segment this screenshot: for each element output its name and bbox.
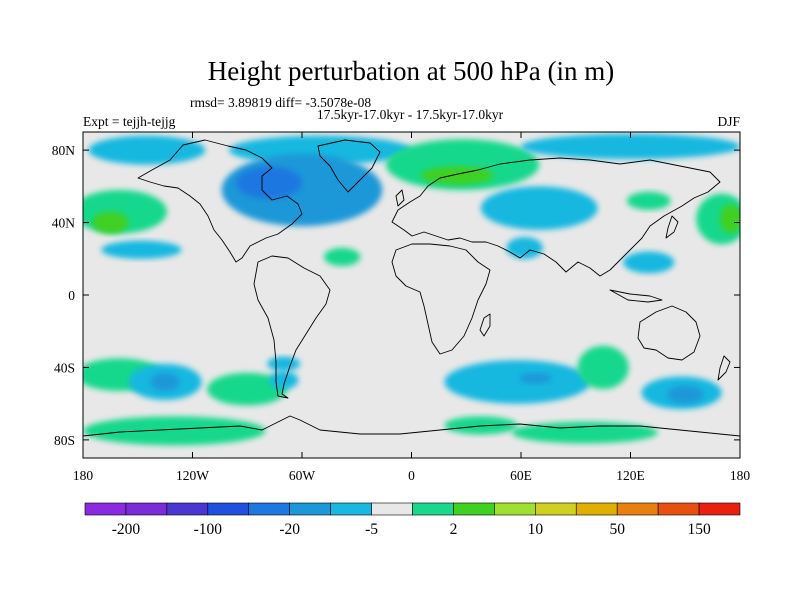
colorbar-label-1: -100 — [194, 521, 223, 538]
anomaly-region-23 — [444, 360, 591, 404]
colorbar-box-2 — [166, 502, 209, 516]
colorbar-box-11 — [535, 502, 577, 516]
colorbar-box-13 — [616, 502, 659, 516]
coastline-eurasia — [391, 157, 721, 277]
anomaly-region-25 — [577, 345, 629, 390]
colorbar-box-4 — [248, 502, 290, 516]
colorbar-label-5: 10 — [528, 521, 544, 538]
colorbar-label-7: 150 — [687, 521, 711, 538]
stats-line: rmsd= 3.89819 diff= -3.5078e-08 — [190, 95, 371, 110]
y-tick-label-3: 40S — [54, 360, 75, 375]
anomaly-region-13 — [719, 204, 740, 234]
x-tick-label-1: 120W — [176, 468, 209, 483]
colorbar-label-0: -200 — [112, 521, 141, 538]
x-tick-label-5: 120E — [616, 468, 645, 483]
anomaly-region-24 — [519, 372, 553, 384]
y-tick-label-4: 80S — [54, 433, 75, 448]
coastline-madagascar — [479, 313, 491, 337]
y-tick-label-0: 80N — [52, 143, 76, 158]
colorbar-box-8 — [412, 502, 454, 516]
coastline-greenland — [317, 139, 381, 193]
colorbar-box-14 — [657, 502, 700, 516]
anomaly-region-16 — [623, 251, 675, 274]
anomaly-region-1 — [236, 166, 302, 200]
x-tick-label-4: 60E — [510, 468, 532, 483]
coastline-africa — [391, 243, 491, 355]
plot-area: 180 120W 60W 0 60E 120E 180 80N 40N 0 40S 80S — [52, 131, 751, 483]
season-label: DJF — [717, 114, 740, 129]
anomaly-region-11 — [626, 191, 671, 210]
coastline-japan — [665, 215, 679, 239]
colorbar-box-6 — [330, 502, 372, 516]
colorbar-box-15 — [698, 502, 741, 516]
chart-title: Height perturbation at 500 hPa (in m) — [208, 56, 614, 86]
coastline-south-america — [253, 255, 331, 399]
coastline-australia — [637, 305, 701, 361]
colorbar-box-1 — [125, 502, 168, 516]
colorbar-box-5 — [289, 502, 331, 516]
x-tick-label-6: 180 — [730, 468, 751, 483]
colorbar-label-3: -5 — [365, 521, 378, 538]
colorbar-box-10 — [494, 502, 536, 516]
chart-subtitle: 17.5kyr-17.0kyr - 17.5kyr-17.0kyr — [317, 107, 504, 122]
coastline-antarctica — [83, 415, 740, 437]
x-tick-label-0: 180 — [73, 468, 94, 483]
anomaly-region-9 — [480, 186, 598, 230]
anomaly-region-5 — [92, 211, 129, 234]
colorbar-box-7 — [371, 502, 413, 516]
coastline-british-isles — [395, 189, 405, 207]
x-tick-label-3: 0 — [408, 468, 415, 483]
anomaly-region-20 — [207, 372, 288, 406]
coastline-indonesia — [609, 289, 663, 303]
anomaly-region-21 — [267, 356, 301, 372]
colorbar-box-12 — [575, 502, 618, 516]
anomaly-region-30 — [444, 416, 518, 435]
anomaly-region-3 — [88, 135, 206, 165]
anomaly-field — [83, 133, 740, 446]
colorbar-label-6: 50 — [609, 521, 625, 538]
coastline-new-zealand — [717, 355, 731, 381]
colorbar-box-3 — [207, 502, 250, 516]
colorbar-box-9 — [453, 502, 495, 516]
coastlines — [83, 139, 740, 437]
colorbar: -200 -100 -20 -5 2 10 50 150 — [84, 502, 741, 538]
axes: 180 120W 60W 0 60E 120E 180 80N 40N 0 40S 80S — [52, 132, 751, 483]
anomaly-region-15 — [506, 237, 543, 259]
anomaly-region-19 — [150, 372, 180, 391]
anomaly-region-6 — [101, 240, 182, 259]
anomaly-region-10 — [521, 133, 740, 160]
anomaly-region-28 — [83, 416, 266, 446]
colorbar-box-0 — [84, 502, 127, 516]
coastline-north-america — [137, 139, 303, 263]
anomaly-region-27 — [667, 385, 704, 404]
colorbar-label-2: -20 — [279, 521, 300, 538]
plot-background — [83, 132, 740, 458]
x-tick-label-2: 60W — [289, 468, 316, 483]
y-tick-label-2: 0 — [68, 288, 75, 303]
anomaly-region-14 — [323, 247, 361, 267]
y-tick-label-1: 40N — [52, 216, 76, 231]
experiment-label: Expt = tejjh-tejjg — [83, 114, 176, 129]
colorbar-label-4: 2 — [450, 521, 458, 538]
